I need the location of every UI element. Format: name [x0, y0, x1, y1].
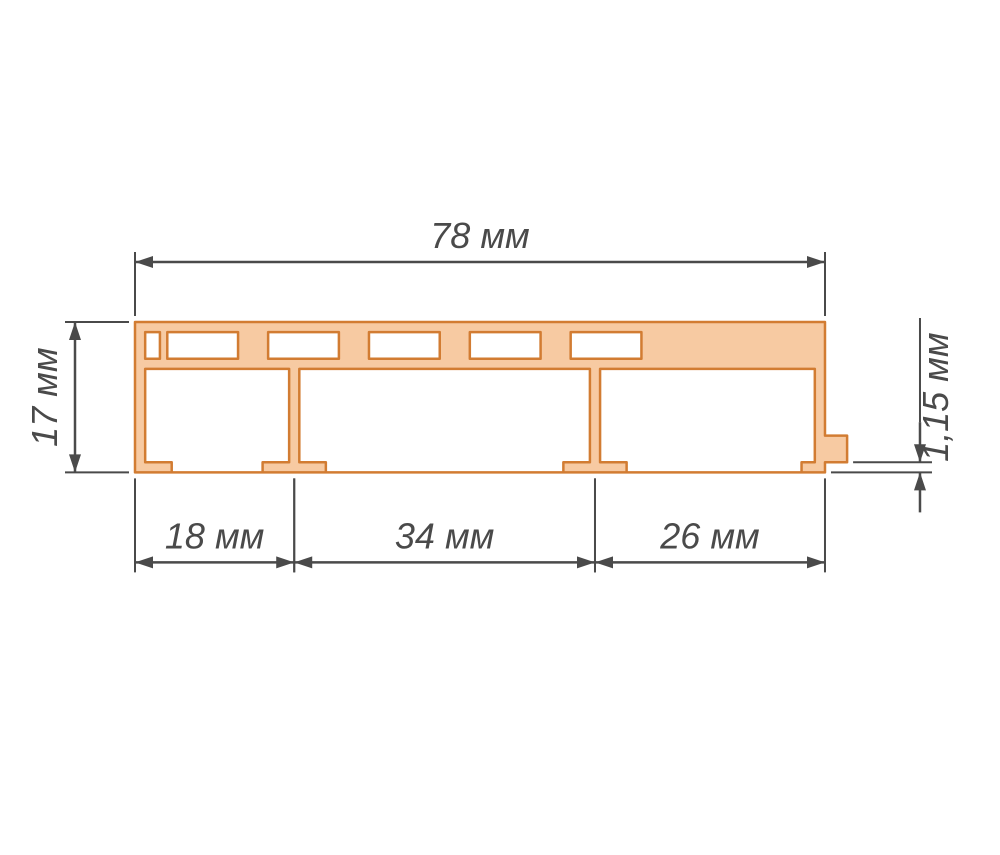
profile-cross-section — [135, 322, 847, 472]
dimension-label: 34 мм — [395, 515, 494, 556]
dimension-label: 1,15 мм — [915, 332, 956, 461]
arrowhead-icon — [69, 322, 81, 340]
arrowhead-icon — [294, 556, 312, 568]
dimension-label: 18 мм — [165, 515, 264, 556]
arrowhead-icon — [69, 454, 81, 472]
arrowhead-icon — [595, 556, 613, 568]
arrowhead-icon — [914, 472, 926, 490]
arrowhead-icon — [577, 556, 595, 568]
arrowhead-icon — [135, 256, 153, 268]
arrowhead-icon — [807, 256, 825, 268]
dimension-label: 26 мм — [659, 515, 759, 556]
arrowhead-icon — [276, 556, 294, 568]
dimension-label: 78 мм — [430, 215, 529, 256]
dimension-label: 17 мм — [24, 347, 65, 446]
arrowhead-icon — [807, 556, 825, 568]
arrowhead-icon — [135, 556, 153, 568]
